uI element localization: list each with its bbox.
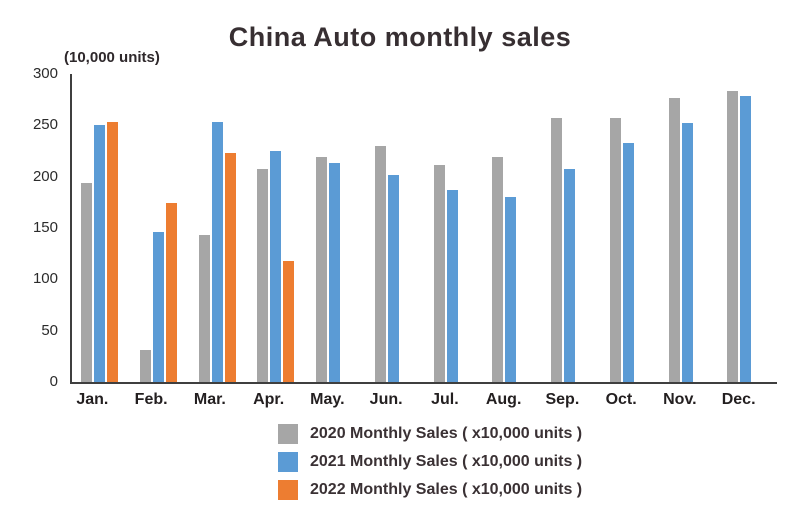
bar-group-jan: [72, 74, 131, 382]
legend-swatch-2022: [278, 480, 298, 500]
bar-2020-mar: [198, 235, 210, 382]
x-tick-label-apr: Apr.: [253, 391, 285, 408]
bar-2021-jun: [387, 174, 399, 382]
legend-label-2022: 2022 Monthly Sales ( x10,000 units ): [310, 481, 583, 498]
bar-2021-aug: [505, 197, 517, 382]
chart-title: China Auto monthly sales: [228, 22, 572, 52]
bar-2020-dec: [727, 91, 739, 382]
bar-2020-apr: [257, 169, 269, 382]
bar-2020-jul: [433, 165, 445, 382]
bar-group-jun: [366, 74, 425, 382]
bar-2021-jan: [94, 125, 105, 382]
x-tick-label-nov: Nov.: [663, 391, 697, 408]
bar-group-dec: [718, 74, 777, 382]
x-tick-label-jul: Jul.: [431, 391, 459, 408]
bar-2020-may: [316, 157, 327, 382]
bar-2021-apr: [270, 151, 282, 382]
bar-2021-jul: [446, 190, 458, 382]
bar-2021-nov: [681, 123, 693, 382]
plot-area: [70, 74, 777, 384]
bar-group-mar: [190, 74, 249, 382]
x-tick-label-aug: Aug.: [485, 391, 522, 408]
y-tick-label-150: 150: [32, 219, 58, 236]
bar-2021-mar: [211, 122, 223, 382]
bar-2022-feb: [165, 203, 177, 382]
legend-label-2021: 2021 Monthly Sales ( x10,000 units ): [310, 453, 583, 470]
bar-2022-jan: [107, 122, 118, 382]
bar-2022-apr: [283, 260, 295, 382]
bar-2020-feb: [139, 350, 151, 382]
bar-2020-oct: [609, 118, 621, 382]
bar-2021-dec: [740, 95, 752, 382]
bar-2022-mar: [224, 153, 236, 382]
bar-2020-jan: [81, 182, 92, 382]
y-tick-label-300: 300: [32, 65, 58, 82]
bar-group-jul: [425, 74, 484, 382]
y-axis-unit-label: (10,000 units): [64, 49, 160, 66]
bar-2021-oct: [622, 142, 634, 382]
x-tick-label-jun: Jun.: [369, 391, 403, 408]
x-tick-label-may: May.: [310, 391, 345, 408]
bar-group-nov: [660, 74, 719, 382]
y-tick-label-250: 250: [32, 116, 58, 134]
bar-2021-may: [329, 163, 340, 382]
legend: 2020 Monthly Sales ( x10,000 units ) 2021…: [278, 424, 582, 500]
bar-group-sep: [542, 74, 601, 382]
y-tick-label-50: 50: [41, 321, 58, 339]
legend-item-2021: 2021 Monthly Sales ( x10,000 units ): [278, 452, 582, 472]
x-tick-label-oct: Oct.: [605, 391, 637, 408]
bar-group-oct: [601, 74, 660, 382]
bar-2021-sep: [564, 169, 575, 382]
bar-group-may: [307, 74, 366, 382]
x-tick-label-sep: Sep.: [545, 391, 580, 408]
y-tick-label-200: 200: [32, 167, 58, 185]
x-tick-label-jan: Jan.: [76, 391, 109, 408]
y-tick-label-100: 100: [32, 270, 58, 288]
bar-group-aug: [483, 74, 542, 382]
bar-2020-jun: [374, 145, 386, 382]
legend-item-2022: 2022 Monthly Sales ( x10,000 units ): [278, 480, 582, 500]
y-tick-label-0: 0: [49, 373, 58, 390]
x-tick-label-mar: Mar.: [193, 391, 226, 408]
bar-2021-feb: [152, 232, 164, 382]
legend-item-2020: 2020 Monthly Sales ( x10,000 units ): [278, 424, 582, 444]
legend-label-2020: 2020 Monthly Sales ( x10,000 units ): [310, 425, 583, 442]
x-tick-label-dec: Dec.: [721, 391, 756, 408]
legend-swatch-2021: [278, 452, 298, 472]
legend-swatch-2020: [278, 424, 298, 444]
x-axis-labels: Jan. Feb. Mar. Apr. May. Jun. Jul. Aug. Sep. Oct.…: [63, 391, 768, 409]
bar-group-apr: [248, 74, 307, 382]
x-tick-label-feb: Feb.: [134, 391, 168, 408]
bar-2020-sep: [551, 118, 562, 382]
bar-2020-aug: [492, 157, 504, 382]
bar-group-feb: [131, 74, 190, 382]
bar-2020-nov: [668, 97, 680, 382]
